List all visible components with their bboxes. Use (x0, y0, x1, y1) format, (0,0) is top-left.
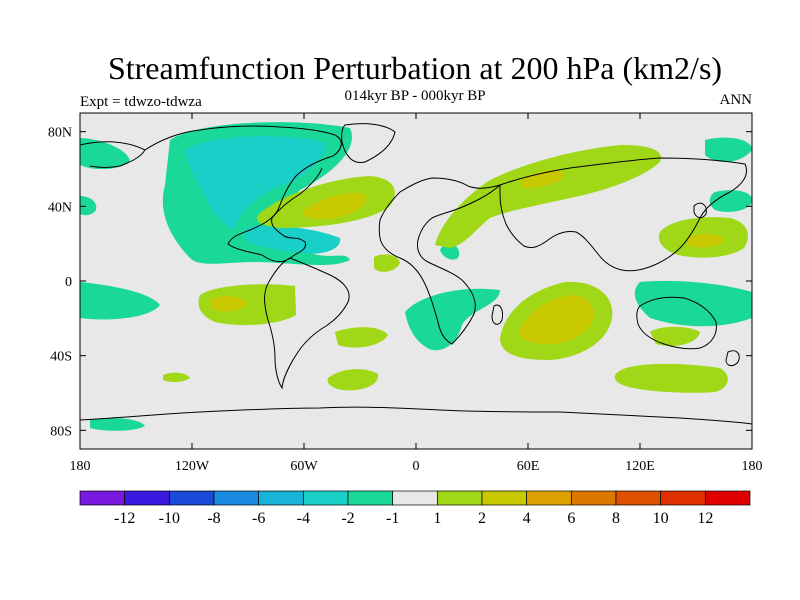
colorbar-swatch (79, 490, 126, 506)
lon-tick-label: 0 (413, 459, 420, 474)
coast-north-america (144, 125, 342, 263)
contour-eurasia-inner (520, 169, 565, 188)
lat-tick-label: 40S (50, 350, 72, 365)
colorbar-label: 6 (567, 510, 575, 527)
axis-ticks: 80N 40N 0 40S 80S 180 120W 60W 0 60E 120E 180 (48, 113, 763, 474)
colorbar-label: -4 (297, 510, 310, 527)
contour-tropical-pacific-west (80, 282, 160, 320)
experiment-label: Expt = tdwzo-tdwza (80, 94, 202, 110)
lon-tick-label: 60W (290, 459, 318, 474)
contour-caribbean-inner (245, 225, 341, 254)
colorbar-label: 4 (523, 510, 531, 527)
colorbar-label: 1 (433, 510, 441, 527)
colorbar-swatch (615, 490, 662, 506)
lon-tick-label: 180 (70, 459, 91, 474)
colorbar-swatch (660, 490, 706, 506)
chart-subtitle: 014kyr BP - 000kyr BP (344, 88, 486, 104)
contour-antarctic-pacific (90, 418, 145, 431)
contour-south-pacific-small (163, 372, 190, 383)
coast-south-america (264, 257, 350, 390)
lat-tick-label: 0 (65, 275, 72, 290)
colorbar-swatch (392, 490, 438, 506)
colorbar-swatch (526, 490, 572, 506)
contour-west-pacific (80, 196, 97, 216)
coast-japan (693, 202, 707, 219)
colorbar-label: 12 (697, 510, 713, 527)
coast-australia (636, 296, 717, 350)
colorbar-label: 2 (478, 510, 486, 527)
colorbar-swatch (213, 490, 260, 506)
coast-europe-africa (378, 177, 501, 345)
colorbar-label: -2 (341, 510, 354, 527)
coast-alaska (80, 141, 146, 168)
contour-south-pacific-outer (198, 284, 296, 326)
contour-south-pacific-inner (210, 296, 248, 312)
colorbar-label: 8 (612, 510, 620, 527)
colorbar: -12 -10 -8 -6 -4 -2 -1 1 2 4 6 8 10 12 (79, 490, 751, 527)
chart-title: Streamfunction Perturbation at 200 hPa (… (107, 50, 723, 86)
colorbar-swatch (302, 490, 349, 506)
coast-madagascar (491, 304, 503, 325)
colorbar-label: -10 (159, 510, 180, 527)
contour-eurasia-band (435, 145, 661, 248)
contour-north-america-inner (185, 136, 326, 230)
contour-nw-pacific-inner (686, 233, 725, 248)
contour-fields (80, 122, 752, 431)
colorbar-swatch (570, 490, 617, 506)
coastlines (80, 123, 752, 425)
contour-east-asia (709, 190, 752, 212)
season-label: ANN (719, 92, 753, 108)
colorbar-swatch (436, 490, 483, 506)
contour-south-ocean-atlantic (327, 369, 379, 391)
contour-south-atlantic-positive (335, 327, 388, 348)
colorbar-label: -8 (207, 510, 220, 527)
contour-arctic-pacific (80, 138, 130, 170)
colorbar-swatch (258, 490, 304, 506)
contour-australia-east (650, 326, 700, 346)
coast-greenland (341, 123, 396, 164)
colorbar-swatch (168, 490, 215, 506)
lat-tick-label: 80S (50, 424, 72, 439)
colorbar-swatch (124, 490, 170, 506)
lon-tick-label: 60E (517, 459, 540, 474)
contour-south-atlantic (405, 288, 500, 351)
colorbar-label: -1 (386, 510, 399, 527)
colorbar-swatch (481, 490, 528, 506)
coast-antarctica (80, 406, 752, 425)
contour-africa (374, 254, 400, 272)
colorbar-swatch (347, 490, 394, 506)
colorbar-label: 10 (653, 510, 669, 527)
lat-tick-label: 40N (48, 200, 72, 215)
colorbar-swatch (704, 490, 751, 506)
coast-new-zealand (725, 350, 740, 367)
lon-tick-label: 120W (175, 459, 210, 474)
contour-southern-indian (614, 363, 728, 393)
contour-tropical-pacific-east (634, 280, 752, 327)
contour-indian-ocean-inner (519, 295, 594, 345)
contour-arctic-siberia (705, 137, 752, 162)
colorbar-label: -6 (252, 510, 265, 527)
coast-asia (499, 157, 747, 272)
lat-tick-label: 80N (48, 126, 72, 141)
colorbar-label: -12 (114, 510, 135, 527)
lon-tick-label: 120E (625, 459, 655, 474)
lon-tick-label: 180 (742, 459, 763, 474)
contour-north-atlantic-inner (302, 192, 366, 219)
